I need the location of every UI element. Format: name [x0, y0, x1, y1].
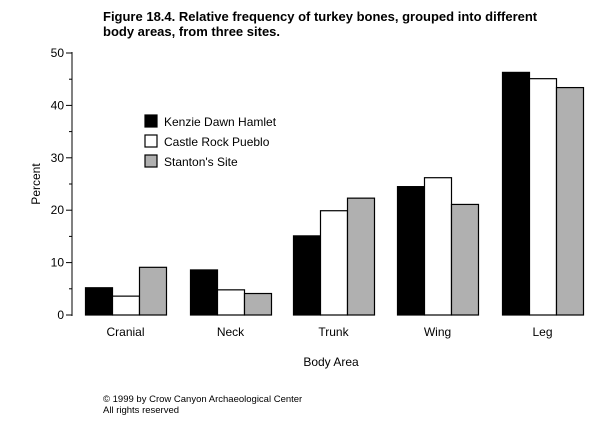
- chart-title: Figure 18.4. Relative frequency of turke…: [103, 9, 583, 39]
- bar-cranial-series-3: [138, 266, 168, 316]
- copyright-notice: © 1999 by Crow Canyon Archaeological Cen…: [103, 394, 302, 416]
- y-tick-label: 30: [51, 151, 65, 165]
- legend-swatch-2: [144, 134, 158, 148]
- bar-cranial-series-1: [84, 287, 114, 316]
- bars-group: [84, 71, 585, 316]
- chart-title-line-2: body areas, from three sites.: [103, 24, 281, 39]
- bar-neck-series-3: [243, 292, 273, 316]
- x-tick-label: Wing: [424, 325, 451, 339]
- bar-trunk-series-3: [346, 197, 376, 316]
- copyright-line-2: All rights reserved: [103, 405, 180, 416]
- x-tick-label: Leg: [532, 325, 552, 339]
- bar-trunk-series-2: [319, 210, 349, 316]
- bar-cranial-series-2: [111, 295, 141, 316]
- bar-neck-series-1: [189, 269, 219, 316]
- legend-swatch-1: [144, 114, 158, 128]
- y-axis-title: Percent: [29, 163, 43, 205]
- legend: Kenzie Dawn Hamlet Castle Rock Pueblo Stan…: [144, 114, 277, 169]
- x-tick-label: Cranial: [106, 325, 144, 339]
- legend-label-1: Kenzie Dawn Hamlet: [164, 115, 277, 129]
- bar-wing-series-3: [450, 203, 480, 316]
- bar-trunk-series-1: [292, 235, 322, 316]
- legend-label-2: Castle Rock Pueblo: [164, 135, 270, 149]
- legend-swatch-3: [144, 154, 158, 168]
- y-tick-label: 50: [51, 46, 65, 60]
- x-tick-label: Trunk: [318, 325, 349, 339]
- axes-group: Cranial Neck Trunk Wing Leg 0 10 20 30 40 50 Body A…: [29, 46, 553, 369]
- y-tick-label: 20: [51, 203, 65, 217]
- bar-leg-series-2: [528, 78, 558, 316]
- x-tick-label: Neck: [217, 325, 245, 339]
- chart-title-line-1: Figure 18.4. Relative frequency of turke…: [103, 9, 538, 24]
- bar-wing-series-2: [423, 177, 453, 316]
- bar-leg-series-1: [501, 71, 531, 316]
- bar-wing-series-1: [396, 186, 426, 316]
- copyright-line-1: © 1999 by Crow Canyon Archaeological Cen…: [103, 394, 303, 405]
- x-axis-title: Body Area: [303, 355, 359, 369]
- bar-neck-series-2: [216, 289, 246, 316]
- y-tick-label: 10: [51, 256, 65, 270]
- y-tick-label: 40: [51, 98, 65, 112]
- y-tick-label: 0: [57, 308, 64, 322]
- legend-label-3: Stanton's Site: [164, 155, 238, 169]
- bar-leg-series-3: [555, 86, 585, 316]
